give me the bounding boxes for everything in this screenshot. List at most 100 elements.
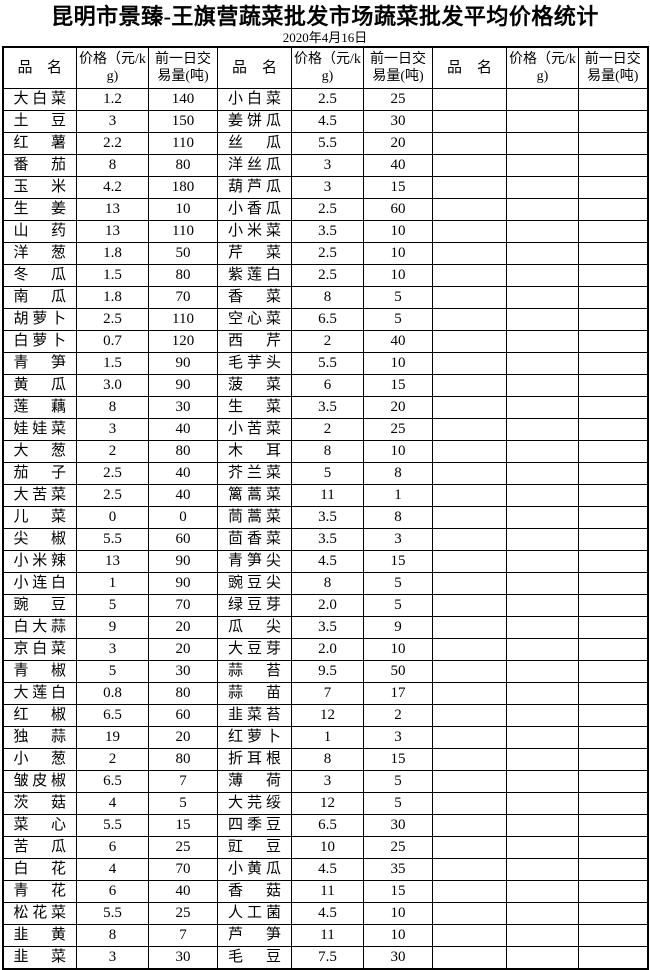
volume-cell: 5: [363, 770, 433, 793]
product-name-cell: 冬瓜: [2, 264, 77, 287]
product-name-cell: 韭菜苔: [217, 704, 292, 727]
price-cell: 5.5: [76, 814, 149, 837]
product-name-cell: 小白菜: [217, 88, 292, 111]
price-cell: 1: [291, 726, 364, 749]
price-cell: 5.5: [76, 902, 149, 925]
product-name-cell: [432, 110, 507, 133]
price-cell: 6: [76, 880, 149, 903]
price-cell: 3: [291, 770, 364, 793]
volume-cell: 3: [363, 528, 433, 551]
volume-cell: [578, 286, 648, 309]
volume-cell: 5: [363, 594, 433, 617]
price-cell: 5: [76, 660, 149, 683]
column-header-name: 品名: [217, 46, 292, 89]
product-name-cell: [432, 154, 507, 177]
price-cell: [506, 418, 579, 441]
product-name-cell: 毛豆: [217, 946, 292, 970]
volume-cell: 80: [148, 748, 218, 771]
product-name-cell: [432, 374, 507, 397]
volume-cell: 40: [148, 418, 218, 441]
price-cell: 6.5: [291, 814, 364, 837]
table-row: 白大蒜 9 20 瓜尖 3.5 9: [2, 616, 648, 639]
volume-cell: 7: [148, 924, 218, 947]
volume-cell: 10: [363, 352, 433, 375]
volume-cell: 180: [148, 176, 218, 199]
product-name-cell: 豇豆: [217, 836, 292, 859]
price-cell: 4.2: [76, 176, 149, 199]
product-name-cell: [432, 220, 507, 243]
volume-cell: 40: [363, 154, 433, 177]
volume-cell: 50: [148, 242, 218, 265]
product-name-cell: [432, 924, 507, 947]
price-cell: 2.5: [291, 242, 364, 265]
volume-cell: [578, 264, 648, 287]
volume-cell: 15: [148, 814, 218, 837]
table-row: 苦瓜 6 25 豇豆 10 25: [2, 836, 648, 859]
price-cell: [506, 792, 579, 815]
volume-cell: [578, 792, 648, 815]
volume-cell: 30: [363, 946, 433, 970]
price-cell: 7.5: [291, 946, 364, 970]
volume-cell: 25: [363, 418, 433, 441]
volume-cell: [578, 132, 648, 155]
price-cell: [506, 264, 579, 287]
volume-cell: 70: [148, 858, 218, 881]
volume-cell: [578, 880, 648, 903]
price-cell: 9: [76, 616, 149, 639]
product-name-cell: [432, 880, 507, 903]
price-cell: 3: [291, 154, 364, 177]
volume-cell: 90: [148, 572, 218, 595]
table-header-row: 品名 价格（元/kg) 前一日交易量(吨) 品名 价格（元/kg) 前一日交易量(吨) 品名…: [2, 46, 648, 89]
column-header-name: 品名: [432, 46, 507, 89]
price-cell: 1.8: [76, 286, 149, 309]
volume-cell: 80: [148, 264, 218, 287]
volume-cell: 8: [363, 506, 433, 529]
volume-cell: 140: [148, 88, 218, 111]
volume-cell: [578, 484, 648, 507]
price-cell: 8: [291, 440, 364, 463]
product-name-cell: [432, 242, 507, 265]
volume-cell: 20: [363, 396, 433, 419]
price-cell: 2.5: [291, 88, 364, 111]
price-cell: 2.0: [291, 638, 364, 661]
column-header-volume: 前一日交易量(吨): [363, 46, 433, 89]
product-name-cell: [432, 792, 507, 815]
column-header-price: 价格（元/kg): [291, 46, 364, 89]
column-header-price: 价格（元/kg): [76, 46, 149, 89]
price-cell: 5.5: [291, 352, 364, 375]
volume-cell: 110: [148, 220, 218, 243]
product-name-cell: 黄瓜: [2, 374, 77, 397]
price-cell: 4.5: [291, 858, 364, 881]
volume-cell: 15: [363, 374, 433, 397]
product-name-cell: 空心菜: [217, 308, 292, 331]
volume-cell: 150: [148, 110, 218, 133]
volume-cell: 40: [363, 330, 433, 353]
volume-cell: [578, 594, 648, 617]
volume-cell: 2: [363, 704, 433, 727]
product-name-cell: [432, 682, 507, 705]
volume-cell: 60: [363, 198, 433, 221]
product-name-cell: 豌豆: [2, 594, 77, 617]
volume-cell: 5: [363, 308, 433, 331]
price-cell: 4.5: [291, 550, 364, 573]
product-name-cell: 皱皮椒: [2, 770, 77, 793]
price-cell: 3.5: [291, 396, 364, 419]
product-name-cell: 洋丝瓜: [217, 154, 292, 177]
volume-cell: [578, 396, 648, 419]
volume-cell: [578, 770, 648, 793]
product-name-cell: [432, 550, 507, 573]
product-name-cell: [432, 88, 507, 111]
product-name-cell: 生菜: [217, 396, 292, 419]
price-cell: [506, 572, 579, 595]
product-name-cell: 生姜: [2, 198, 77, 221]
volume-cell: 15: [363, 748, 433, 771]
price-cell: 3: [76, 638, 149, 661]
price-cell: [506, 704, 579, 727]
product-name-cell: 姜饼瓜: [217, 110, 292, 133]
volume-cell: 5: [148, 792, 218, 815]
table-row: 茄子 2.5 40 芥兰菜 5 8: [2, 462, 648, 485]
table-row: 茨菇 4 5 大芫绥 12 5: [2, 792, 648, 815]
product-name-cell: [432, 814, 507, 837]
price-cell: [506, 198, 579, 221]
report-date: 2020年4月16日: [282, 30, 368, 45]
